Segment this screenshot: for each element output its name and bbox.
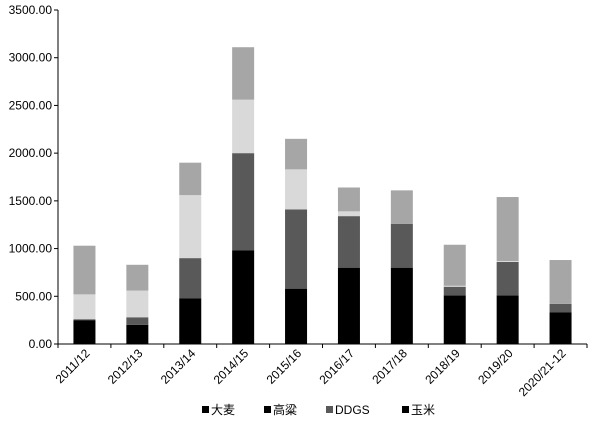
- bar-segment-1-4: [285, 209, 308, 289]
- x-tick-label: 2018/19: [422, 346, 463, 387]
- legend-label: 玉米: [411, 403, 435, 417]
- legend: 大麦 高粱 DDGS 玉米: [202, 402, 435, 417]
- x-tick-label: 2016/17: [316, 346, 357, 387]
- legend-label: 大麦: [211, 403, 235, 417]
- bar-segment-1-3: [232, 153, 255, 251]
- bar-segment-1-2: [179, 258, 202, 299]
- bar-segment-3-0: [73, 245, 96, 295]
- bar-segment-2-1: [126, 290, 149, 318]
- bar-segment-2-7: [443, 285, 466, 287]
- bar-segment-0-1: [126, 324, 149, 344]
- x-tick-label: 2012/13: [105, 346, 146, 387]
- bar-segment-0-9: [549, 312, 572, 344]
- bar-segment-1-7: [443, 286, 466, 296]
- bar-segment-3-1: [126, 264, 149, 291]
- legend-swatch: [402, 406, 409, 413]
- y-tick-label: 2500.00: [9, 98, 53, 112]
- legend-swatch: [202, 406, 209, 413]
- bar-segment-3-4: [285, 138, 308, 170]
- bar-segment-3-6: [390, 190, 413, 224]
- x-tick-label: 2020/21-12: [516, 346, 569, 399]
- bar-segment-0-0: [73, 320, 96, 344]
- bar-segment-1-9: [549, 303, 572, 313]
- bar-segment-2-2: [179, 195, 202, 259]
- legend-label: 高粱: [273, 402, 297, 417]
- bar-segment-1-8: [496, 261, 519, 296]
- bar-segment-2-8: [496, 260, 519, 262]
- y-tick-label: 3500.00: [9, 3, 53, 17]
- x-tick-label: 2011/12: [53, 346, 93, 386]
- y-tick-label: 3000.00: [9, 51, 53, 65]
- y-tick-label: 1500.00: [9, 194, 53, 208]
- bars: [73, 47, 572, 344]
- bar-segment-3-7: [443, 244, 466, 286]
- bar-segment-2-3: [232, 99, 255, 154]
- bar-segment-2-0: [73, 294, 96, 320]
- y-tick-label: 0.00: [29, 337, 53, 351]
- bar-segment-0-8: [496, 295, 519, 344]
- bar-segment-0-4: [285, 288, 308, 344]
- y-tick-label: 2000.00: [9, 146, 53, 160]
- y-tick-label: 500.00: [15, 289, 52, 303]
- legend-swatch: [326, 406, 333, 413]
- legend-swatch: [264, 406, 271, 413]
- y-axis: 0.00 500.00 1000.00 1500.00 2000.00 2500.00 30…: [9, 3, 59, 351]
- bar-segment-0-3: [232, 250, 255, 344]
- y-tick-label: 1000.00: [9, 242, 53, 256]
- bar-segment-3-2: [179, 162, 202, 196]
- bar-segment-0-5: [337, 267, 360, 344]
- bar-segment-0-6: [390, 267, 413, 344]
- bar-segment-2-4: [285, 169, 308, 210]
- bar-segment-1-6: [390, 223, 413, 268]
- bar-segment-0-2: [179, 298, 202, 344]
- x-tick-label: 2014/15: [211, 346, 252, 387]
- legend-label: DDGS: [335, 403, 370, 417]
- x-tick-label: 2015/16: [264, 346, 305, 387]
- x-tick-label: 2017/18: [369, 346, 410, 387]
- bar-segment-2-5: [337, 211, 360, 217]
- bar-segment-1-5: [337, 216, 360, 268]
- x-tick-label: 2013/14: [158, 346, 199, 387]
- x-axis: 2011/12 2012/13 2013/14 2014/15 2015/16 2016/…: [53, 343, 588, 399]
- bar-segment-1-0: [73, 319, 96, 321]
- bar-segment-3-3: [232, 47, 255, 100]
- x-tick-label: 2019/20: [475, 346, 516, 387]
- bar-segment-0-7: [443, 295, 466, 344]
- bar-segment-1-1: [126, 317, 149, 325]
- bar-segment-3-8: [496, 197, 519, 261]
- bar-segment-3-5: [337, 187, 360, 212]
- bar-segment-3-9: [549, 260, 572, 304]
